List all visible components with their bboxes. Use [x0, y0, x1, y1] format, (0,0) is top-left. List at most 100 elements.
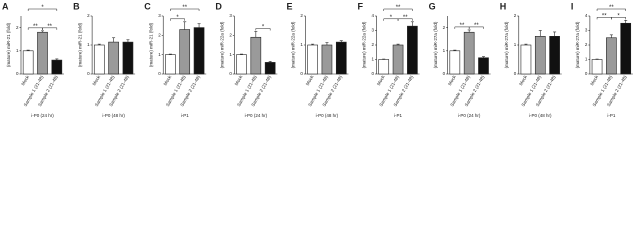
significance-bracket — [170, 18, 185, 21]
y-axis-label: (mature) miR-27a (fold) — [504, 21, 509, 68]
significance-bracket — [596, 8, 626, 11]
significance-bracket — [611, 17, 626, 20]
bar — [51, 59, 63, 75]
x-axis-label: i-P0 (48 hr) — [529, 113, 552, 118]
bar — [620, 22, 632, 75]
significance-label: ** — [403, 15, 408, 21]
significance-bracket — [468, 26, 484, 29]
bar — [463, 31, 475, 75]
bar — [378, 59, 390, 75]
bar — [37, 31, 48, 75]
significance-label: ** — [47, 24, 52, 30]
x-tick-label: Mock — [91, 74, 101, 86]
bar — [108, 41, 119, 75]
x-axis-label: i-P0 (48 hr) — [102, 113, 125, 118]
significance-label: ** — [33, 24, 38, 30]
y-tick-label: 2 — [300, 13, 303, 18]
y-tick-label: 1 — [514, 42, 517, 47]
y-tick-label: 2 — [443, 25, 446, 30]
x-tick-label: Mock — [589, 74, 599, 86]
y-tick-label: 3 — [585, 28, 588, 33]
y-tick-label: 0 — [87, 71, 90, 76]
significance-label: * — [41, 5, 44, 11]
panel-label: F — [358, 1, 364, 11]
significance-label: * — [390, 15, 393, 21]
panel-label: D — [215, 1, 222, 11]
panel-label: I — [571, 1, 574, 11]
x-axis-label: i-P0 (24 hr) — [458, 113, 481, 118]
y-tick-label: 0 — [443, 71, 446, 76]
x-tick-label: Mock — [163, 74, 173, 86]
significance-label: ** — [474, 23, 479, 29]
y-tick-label: 1 — [443, 48, 446, 53]
bar — [591, 59, 603, 75]
y-tick-label: 2 — [158, 33, 161, 38]
y-tick-label: 2 — [87, 13, 90, 18]
y-tick-label: 2 — [585, 42, 588, 47]
x-axis-label: i-P0 (24 hr) — [245, 113, 268, 118]
x-axis-label: i-P1 — [607, 113, 615, 118]
y-axis-label: (mature) miR-21 (fold) — [6, 22, 11, 67]
y-tick-label: 2 — [229, 33, 232, 38]
x-axis-label: i-P0 (48 hr) — [316, 113, 339, 118]
y-tick-label: 2 — [372, 42, 375, 47]
panel-label: B — [73, 1, 80, 11]
y-tick-label: 3 — [158, 13, 161, 18]
x-axis-label: i-P0 (24 hr) — [31, 113, 54, 118]
significance-bracket — [397, 18, 413, 21]
bar — [321, 44, 333, 75]
y-axis-label: (mature) miR-22a (fold) — [362, 21, 367, 68]
panel-label: H — [500, 1, 507, 11]
significance-bracket — [170, 8, 200, 11]
x-axis-label: i-P1 — [394, 113, 402, 118]
y-tick-label: 0 — [158, 71, 161, 76]
y-tick-label: 0 — [372, 71, 375, 76]
bar — [193, 27, 205, 75]
x-tick-label: Mock — [447, 74, 457, 86]
x-tick-label: Mock — [376, 74, 386, 86]
significance-bracket — [27, 8, 58, 11]
significance-bracket — [255, 28, 271, 31]
significance-bracket — [42, 27, 58, 30]
y-tick-label: 1 — [87, 42, 90, 47]
significance-label: ** — [609, 5, 614, 11]
bar — [264, 62, 276, 75]
bar — [392, 44, 404, 75]
y-axis-label: (mature) miR-21 (fold) — [77, 22, 82, 67]
x-tick-label: Mock — [20, 74, 30, 86]
bar — [93, 44, 105, 75]
y-axis-label: (mature) miR-22a (fold) — [291, 21, 296, 68]
x-tick-label: Mock — [305, 74, 315, 86]
y-tick-label: 2 — [16, 25, 19, 30]
bar — [307, 44, 318, 75]
bar — [449, 50, 461, 75]
bar — [22, 50, 34, 75]
panel-label: G — [429, 1, 436, 11]
x-axis-label: i-P1 — [181, 113, 189, 118]
y-axis-label: (mature) miR-27a (fold) — [433, 21, 438, 68]
bar — [478, 57, 489, 75]
bar — [407, 25, 418, 75]
y-tick-label: 0 — [300, 71, 303, 76]
y-tick-label: 0 — [585, 71, 588, 76]
significance-label: ** — [396, 5, 401, 11]
y-axis-label: (mature) miR-21 (fold) — [148, 22, 153, 67]
y-tick-label: 1 — [229, 52, 232, 57]
y-tick-label: 1 — [585, 57, 588, 62]
y-tick-label: 1 — [158, 52, 161, 57]
bar — [534, 35, 546, 75]
y-axis-label: (mature) miR-27a (fold) — [575, 21, 580, 68]
bar — [236, 54, 247, 75]
bar — [549, 35, 560, 75]
bar — [520, 44, 532, 75]
significance-label: * — [617, 13, 620, 19]
y-tick-label: 4 — [372, 13, 375, 18]
bar — [250, 36, 262, 75]
significance-label: ** — [460, 23, 465, 29]
panel-label: E — [286, 1, 292, 11]
y-tick-label: 0 — [514, 71, 517, 76]
bar — [606, 37, 617, 75]
significance-label: ** — [602, 13, 607, 19]
bar — [165, 54, 176, 75]
